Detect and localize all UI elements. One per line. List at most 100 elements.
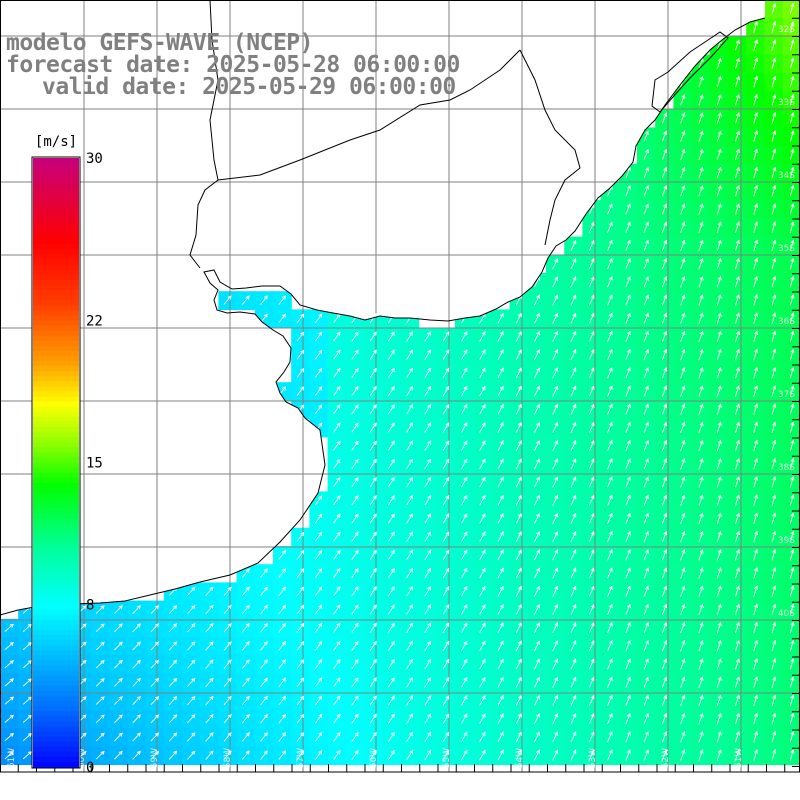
wind-arrow [241, 641, 250, 651]
colorbar-step [33, 498, 79, 504]
wind-arrow [771, 166, 777, 179]
wind-arrow [515, 367, 522, 379]
wind-arrow [570, 367, 577, 379]
wind-arrow [661, 530, 668, 543]
wind-arrow [314, 422, 323, 433]
colorbar-step [33, 340, 79, 347]
wind-arrow [406, 367, 413, 379]
wind-arrow [132, 605, 141, 615]
wind-arrow [680, 640, 686, 652]
wind-arrow [734, 130, 740, 142]
colorbar-step [33, 579, 79, 585]
wind-arrow [461, 567, 468, 579]
wind-arrow [223, 659, 232, 669]
wind-arrow [515, 476, 522, 488]
wind-arrow [753, 694, 759, 707]
wind-arrow [552, 512, 559, 524]
wind-arrow [680, 530, 686, 543]
wind-arrow [387, 367, 395, 378]
wind-arrow [698, 348, 704, 361]
wind-arrow [424, 622, 432, 633]
wind-arrow [570, 531, 577, 543]
wind-arrow [771, 603, 777, 616]
wind-arrow [351, 440, 359, 451]
wind-arrow [698, 166, 704, 179]
wind-arrow [570, 494, 577, 506]
wind-arrow [424, 531, 432, 542]
wind-arrow [625, 694, 631, 706]
wind-arrow [223, 641, 232, 651]
wind-arrow [552, 476, 559, 488]
wind-arrow [734, 112, 740, 124]
wind-arrow [588, 658, 595, 670]
wind-arrow [789, 749, 795, 761]
wind-arrow [515, 403, 522, 415]
wind-arrow [314, 349, 323, 360]
wind-arrow [95, 678, 105, 687]
colorbar-step [33, 361, 79, 367]
wind-arrow [771, 330, 777, 343]
colorbar-step [33, 756, 79, 763]
wind-arrow [333, 677, 341, 688]
wind-arrow [314, 622, 323, 633]
wind-arrow [223, 622, 232, 633]
colorbar-step [33, 284, 79, 291]
wind-arrow [698, 567, 704, 579]
wind-arrow [753, 112, 759, 124]
colorbar-step [33, 218, 79, 225]
wind-arrow [552, 494, 559, 506]
wind-arrow [515, 622, 522, 634]
wind-arrow [570, 694, 577, 706]
wind-arrow [753, 730, 759, 743]
wind-arrow [387, 549, 395, 560]
wind-arrow [789, 639, 795, 652]
wind-arrow [789, 203, 795, 215]
wind-arrow [296, 404, 305, 415]
wind-arrow [479, 658, 486, 670]
wind-arrow [515, 640, 522, 652]
wind-arrow [278, 659, 287, 669]
wind-arrow [588, 258, 595, 270]
wind-arrow [625, 640, 631, 652]
wind-arrow [314, 367, 323, 378]
wind-arrow [716, 749, 722, 761]
wind-arrow [552, 440, 559, 452]
wind-arrow [734, 166, 740, 179]
wind-arrow [552, 713, 559, 725]
wind-arrow [296, 659, 305, 669]
wind-arrow [479, 385, 486, 397]
wind-arrow [625, 221, 631, 233]
colorbar-step [33, 178, 79, 184]
wind-arrow [296, 677, 305, 688]
wind-arrow [461, 695, 468, 706]
wind-arrow [734, 439, 740, 452]
wind-arrow [22, 660, 33, 669]
wind-arrow [333, 713, 341, 724]
wind-arrow [424, 713, 432, 724]
wind-arrow [698, 330, 704, 343]
wind-arrow [533, 694, 540, 706]
wind-arrow [515, 385, 522, 397]
wind-arrow [588, 749, 595, 761]
wind-arrow [369, 640, 377, 651]
colorbar-step [33, 442, 79, 448]
wind-arrow [387, 622, 395, 633]
wind-arrow [661, 330, 668, 342]
wind-arrow [168, 604, 178, 615]
wind-arrow [351, 331, 359, 342]
wind-arrow [570, 567, 577, 579]
wind-arrow [570, 658, 577, 670]
model-title: modelo GEFS-WAVE (NCEP) [6, 30, 314, 56]
wind-arrow [789, 275, 795, 288]
wind-arrow [680, 94, 686, 106]
wind-arrow [698, 94, 704, 106]
wind-arrow [387, 731, 395, 742]
wind-arrow [461, 713, 468, 724]
wind-arrow [643, 567, 650, 579]
colorbar-step [33, 538, 79, 545]
wind-arrow [442, 622, 450, 633]
wind-arrow [333, 458, 341, 469]
wind-arrow [533, 640, 540, 652]
wind-arrow [314, 750, 323, 760]
wind-arrow [789, 439, 795, 452]
